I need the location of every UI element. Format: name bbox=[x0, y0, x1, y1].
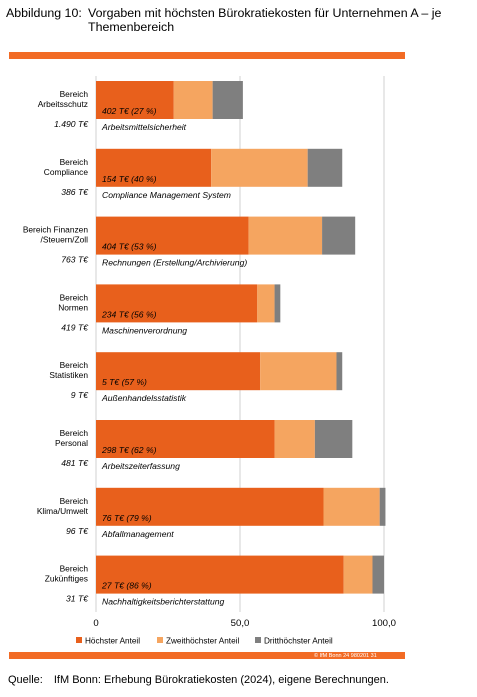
category-total: 31 T€ bbox=[66, 594, 89, 604]
category-label-line2: Personal bbox=[55, 438, 88, 448]
top-orange-rule bbox=[9, 52, 405, 59]
bar-segment bbox=[274, 284, 281, 323]
source-text: IfM Bonn: Erhebung Bürokratiekosten (202… bbox=[53, 674, 389, 686]
bar-segment bbox=[96, 487, 324, 526]
bar-segment bbox=[96, 216, 249, 255]
bar-segment bbox=[96, 352, 261, 391]
requirement-label: Arbeitszeiterfassung bbox=[101, 461, 180, 471]
category-total: 419 T€ bbox=[61, 322, 89, 332]
bar-segment bbox=[96, 284, 258, 323]
chart-bars bbox=[96, 81, 386, 594]
bar-annotations: 402 T€ (27 %) Arbeitsmittelsicherheit 154 … bbox=[101, 106, 247, 607]
bar-value-label: 76 T€ (79 %) bbox=[102, 513, 152, 523]
category-label-line2: Zukünftiges bbox=[45, 574, 88, 584]
legend-label: Dritthöchster Anteil bbox=[264, 637, 333, 646]
category-total: 481 T€ bbox=[61, 458, 89, 468]
category-total: 1.490 T€ bbox=[54, 119, 89, 129]
bar-segment bbox=[372, 555, 384, 594]
credit-note: © IfM Bonn 24 980201 31 bbox=[314, 652, 377, 659]
requirement-label: Maschinenverordnung bbox=[102, 325, 187, 335]
bar-segment bbox=[248, 216, 323, 255]
x-axis-tick-labels: 0 50,0 100,0 bbox=[93, 618, 396, 629]
category-label-line1: Bereich bbox=[60, 428, 89, 438]
category-label-line1: Bereich bbox=[60, 496, 89, 506]
category-label-line1: Bereich Finanzen bbox=[23, 225, 89, 235]
legend-label: Zweithöchster Anteil bbox=[166, 637, 239, 646]
source-line: Quelle: IfM Bonn: Erhebung Bürokratiekost… bbox=[8, 674, 389, 686]
requirement-label: Rechnungen (Erstellung/Archivierung) bbox=[102, 258, 247, 268]
category-label-line1: Bereich bbox=[60, 89, 89, 99]
x-tick-label: 0 bbox=[93, 618, 98, 629]
requirement-label: Arbeitsmittelsicherheit bbox=[101, 122, 187, 132]
figure-label: Abbildung 10: bbox=[6, 6, 82, 20]
source-label: Quelle: bbox=[8, 674, 43, 686]
category-label-line2: Arbeitsschutz bbox=[38, 99, 88, 109]
category-label-line2: Normen bbox=[58, 302, 88, 312]
category-label-line1: Bereich bbox=[60, 292, 89, 302]
bar-segment bbox=[96, 81, 174, 119]
bar-segment bbox=[314, 420, 353, 458]
bar-segment bbox=[274, 420, 315, 458]
x-tick-label: 100,0 bbox=[372, 618, 396, 629]
bar-segment bbox=[307, 148, 343, 187]
bar-value-label: 154 T€ (40 %) bbox=[102, 174, 157, 184]
bar-segment bbox=[336, 352, 343, 391]
bar-value-label: 298 T€ (62 %) bbox=[101, 445, 157, 455]
requirement-label: Abfallmanagement bbox=[101, 529, 174, 539]
bar-value-label: 402 T€ (27 %) bbox=[102, 106, 157, 116]
bar-value-label: 404 T€ (53 %) bbox=[102, 242, 157, 252]
bar-segment bbox=[323, 487, 380, 526]
bar-segment bbox=[96, 420, 275, 458]
bar-segment bbox=[322, 216, 356, 255]
bar-segment bbox=[343, 555, 373, 594]
bar-segment bbox=[260, 352, 337, 391]
bar-segment bbox=[173, 81, 213, 119]
category-label-line2: Statistiken bbox=[49, 370, 88, 380]
category-total: 386 T€ bbox=[61, 187, 89, 197]
category-total: 9 T€ bbox=[71, 390, 89, 400]
category-label-line1: Bereich bbox=[60, 360, 89, 370]
bar-segment bbox=[212, 81, 243, 119]
bar-value-label: 27 T€ (86 %) bbox=[101, 581, 152, 591]
x-tick-label: 50,0 bbox=[231, 618, 250, 629]
category-total: 763 T€ bbox=[61, 255, 89, 265]
legend-swatch bbox=[76, 637, 82, 643]
requirement-label: Außenhandelsstatistik bbox=[101, 393, 187, 403]
requirement-label: Nachhaltigkeitsberichterstattung bbox=[102, 597, 225, 607]
bar-value-label: 234 T€ (56 %) bbox=[101, 309, 157, 319]
category-label-line1: Bereich bbox=[60, 564, 89, 574]
category-label-line2: Compliance bbox=[44, 167, 89, 177]
bar-segment bbox=[257, 284, 275, 323]
bar-value-label: 5 T€ (57 %) bbox=[102, 377, 147, 387]
legend-label: Höchster Anteil bbox=[85, 637, 140, 646]
category-label-line2: /Steuern/Zoll bbox=[41, 235, 89, 245]
bar-segment bbox=[211, 148, 308, 187]
bar-segment bbox=[96, 555, 344, 594]
chart-legend: Höchster Anteil Zweithöchster Anteil Dritt… bbox=[76, 637, 333, 646]
legend-swatch bbox=[157, 637, 163, 643]
bar-segment bbox=[96, 148, 212, 187]
category-label-line2: Klima/Umwelt bbox=[37, 506, 89, 516]
legend-swatch bbox=[255, 637, 261, 643]
category-label-line1: Bereich bbox=[60, 157, 89, 167]
bottom-orange-rule: © IfM Bonn 24 980201 31 bbox=[9, 652, 405, 659]
category-total: 96 T€ bbox=[66, 526, 89, 536]
figure-title: Vorgaben mit höchsten Bürokratiekosten f… bbox=[88, 6, 442, 34]
requirement-label: Compliance Management System bbox=[102, 190, 231, 200]
bar-segment bbox=[379, 487, 386, 526]
